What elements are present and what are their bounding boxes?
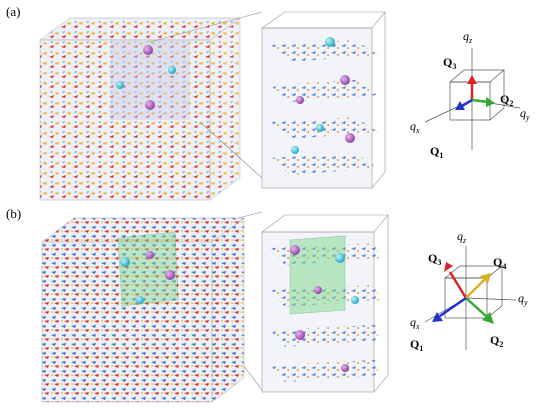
- q-vectors: [455, 75, 495, 110]
- figure: (a) (b): [0, 0, 538, 409]
- axis-label: qx: [410, 119, 420, 135]
- axis-label: Q3: [443, 55, 456, 71]
- axis-label: Q2: [490, 333, 503, 349]
- axis-label: Q1: [430, 144, 443, 160]
- axis-labels: qz Q3 Q2 qy qx Q1 qz Q3 Q4 qy qx Q1 Q2: [410, 29, 530, 353]
- axis-label: Q2: [500, 92, 513, 108]
- axis-label: Q1: [410, 337, 423, 353]
- axis-label: Q4: [493, 255, 506, 271]
- q-vectors: [432, 262, 494, 324]
- panel-label: (b): [6, 206, 21, 221]
- axis-label: qy: [520, 106, 530, 122]
- axis-label: Q3: [428, 251, 441, 267]
- axis-label: qy: [518, 291, 528, 307]
- axis-label: qz: [463, 29, 473, 45]
- panel-label: (a): [6, 4, 20, 19]
- axis-label: qx: [410, 315, 420, 331]
- slab-box: [262, 215, 388, 392]
- spin-cube: [42, 218, 244, 402]
- spin-cube: [40, 18, 240, 200]
- axis-label: qz: [457, 229, 467, 245]
- slab-box: [262, 12, 385, 188]
